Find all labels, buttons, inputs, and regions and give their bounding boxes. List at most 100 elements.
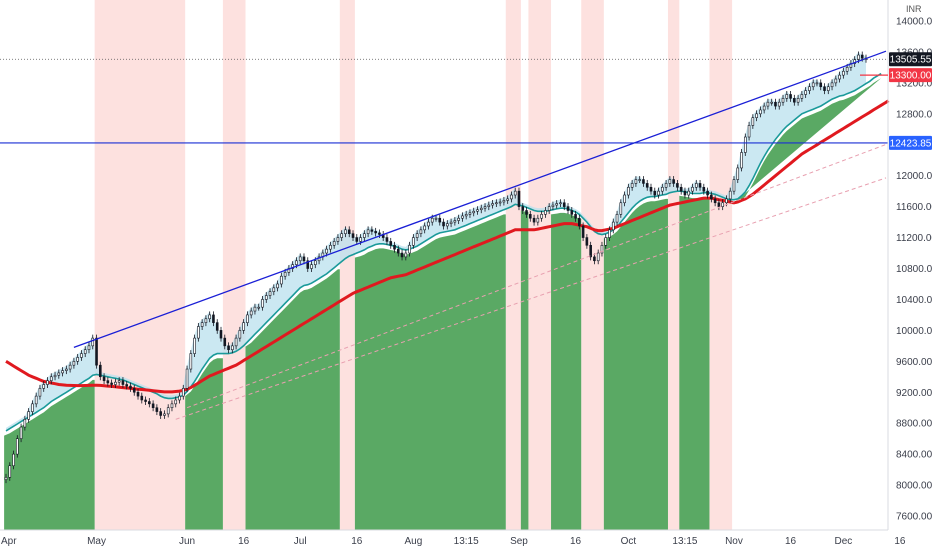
candle-body — [687, 190, 691, 196]
candle-body — [600, 244, 604, 254]
green-area-4 — [245, 269, 340, 530]
regime-band-15 — [709, 0, 733, 530]
candle-body — [638, 179, 641, 181]
candle-body — [766, 101, 770, 107]
candle-body — [710, 194, 713, 200]
candle-body — [661, 186, 664, 192]
candle-body — [68, 364, 72, 370]
x-tick-label: 16 — [238, 536, 250, 547]
y-tick-label: 14000.00 — [896, 17, 932, 28]
candle-body — [155, 407, 159, 412]
candle-body — [23, 419, 27, 428]
candle-body — [140, 395, 144, 401]
candle-body — [446, 223, 449, 227]
candle-body — [815, 82, 819, 85]
candle-body — [781, 98, 785, 103]
price-axis[interactable]: 7600.00 8000.00 8400.00 8800.00 9200.00 9600.… — [896, 17, 932, 523]
candle-body — [540, 214, 543, 219]
candle-body — [472, 210, 476, 214]
candle-body — [178, 395, 181, 401]
candle-body — [295, 260, 298, 265]
candle-body — [396, 248, 400, 254]
candle-body — [619, 202, 623, 215]
candle-body — [31, 403, 34, 412]
candle-body — [185, 368, 189, 389]
green-area-12 — [603, 198, 668, 530]
price-tag-text: 12423.85 — [890, 138, 932, 149]
candle-body — [615, 214, 619, 223]
trendline-2 — [175, 177, 887, 420]
x-tick-label: May — [87, 536, 106, 547]
candle-body — [12, 453, 15, 467]
price-tags: 13505.55 13300.00 12423.85 — [860, 52, 932, 150]
candle-body — [306, 260, 310, 269]
candle-body — [189, 353, 193, 370]
candle-body — [170, 403, 174, 409]
candle-body — [559, 202, 562, 205]
candle-body — [231, 345, 234, 351]
candle-body — [76, 357, 79, 362]
candle-body — [53, 374, 57, 378]
candle-body — [838, 74, 841, 80]
candle-body — [713, 198, 717, 204]
y-tick-label: 12000.00 — [896, 171, 932, 182]
x-tick-label: Jun — [179, 536, 195, 547]
candle-body — [789, 94, 792, 99]
candle-body — [566, 206, 570, 211]
candle-body — [340, 233, 344, 238]
candle-body — [834, 78, 838, 84]
y-tick-label: 12800.00 — [896, 109, 932, 120]
candle-body — [46, 380, 49, 385]
x-tick-label: Aug — [404, 536, 422, 547]
candle-body — [313, 260, 317, 265]
candle-body — [770, 101, 774, 104]
candle-body — [257, 306, 261, 309]
candle-body — [702, 186, 706, 192]
candle-body — [65, 368, 68, 371]
candle-body — [238, 330, 242, 339]
price-tag-box — [889, 68, 932, 83]
candle-body — [95, 337, 98, 366]
regime-band-7 — [505, 0, 521, 530]
candle-body — [468, 212, 472, 215]
candle-body — [359, 237, 362, 242]
candle-body — [544, 210, 547, 215]
y-tick-label: 10800.00 — [896, 264, 932, 275]
candle-body — [427, 221, 430, 227]
regime-band-3 — [222, 0, 246, 530]
candle-body — [691, 186, 694, 192]
candle-body — [672, 179, 675, 184]
candle-body — [227, 345, 230, 351]
candle-body — [498, 201, 502, 204]
candle-body — [442, 221, 445, 227]
candle-body — [743, 136, 747, 153]
candle-body — [479, 207, 483, 211]
y-tick-label: 10000.00 — [896, 326, 932, 337]
candle-body — [159, 411, 162, 416]
candle-body — [102, 376, 106, 381]
time-axis[interactable]: Apr May Jun 16 Jul 16 Aug 13:15 Sep 16 Oct 13:15 Nov… — [1, 536, 906, 547]
candle-body — [819, 82, 823, 88]
candle-body — [83, 349, 87, 354]
candle-body — [193, 337, 196, 354]
price-tag-box — [889, 135, 932, 150]
x-tick-label: Oct — [621, 536, 637, 547]
candle-body — [800, 94, 804, 99]
candle-body — [860, 54, 864, 59]
candle-body — [204, 318, 208, 323]
candle-body — [106, 380, 110, 384]
candle-body — [129, 385, 132, 389]
candle-body — [777, 101, 781, 107]
candle-body — [793, 98, 796, 103]
candle-body — [808, 86, 811, 91]
candle-body — [570, 210, 574, 215]
candle-body — [453, 220, 457, 223]
candle-body — [253, 306, 257, 312]
candle-body — [645, 183, 649, 188]
candle-body — [736, 167, 740, 180]
candle-body — [72, 361, 76, 366]
candle-body — [698, 183, 702, 188]
candle-body — [611, 221, 615, 231]
x-tick-label: Sep — [510, 536, 528, 547]
